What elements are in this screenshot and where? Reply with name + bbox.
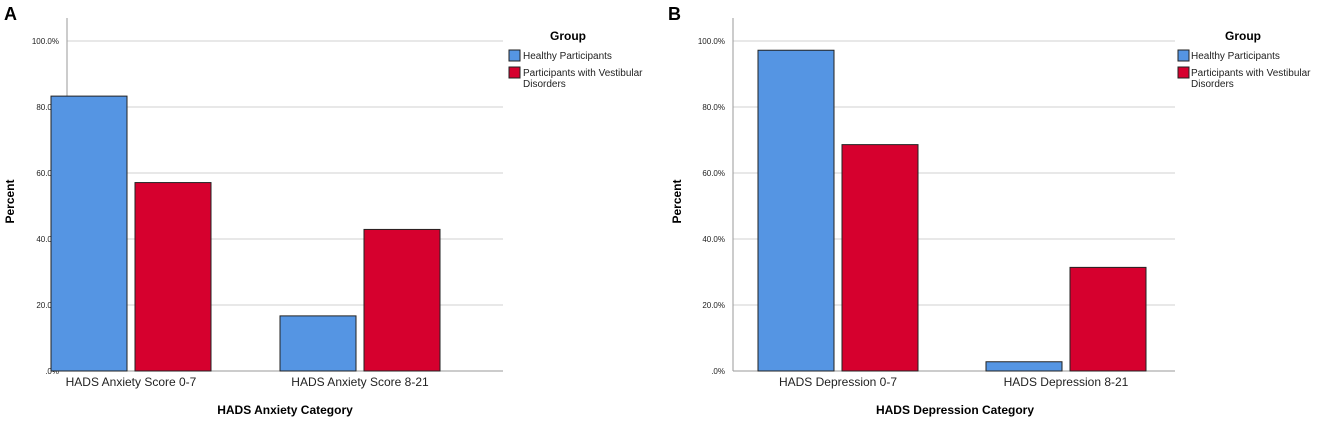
legend-title: Group — [1225, 29, 1261, 43]
y-tick-label: 100.0% — [32, 37, 59, 46]
x-category-label: HADS Depression 8-21 — [1004, 375, 1129, 389]
bar: Healthy Participants — HADS Depression 0… — [757, 49, 835, 372]
legend-title: Group — [550, 29, 586, 43]
bar: Healthy Participants — HADS Anxiety Scor… — [279, 315, 357, 372]
legend-label: Participants with Vestibular Disorders — [1191, 68, 1311, 90]
y-tick-label: 40.0% — [702, 235, 725, 244]
bar: Participants with Vestibular Disorders —… — [841, 144, 919, 372]
bar: Healthy Participants — HADS Anxiety Scor… — [50, 95, 128, 372]
x-category-label: HADS Anxiety Score 8-21 — [291, 375, 429, 389]
x-category-label: HADS Anxiety Score 0-7 — [66, 375, 197, 389]
y-tick-label: 60.0% — [702, 169, 725, 178]
y-tick-label: 20.0% — [36, 301, 59, 310]
bar: Participants with Vestibular Disorders —… — [1069, 266, 1147, 372]
y-tick-label: 80.0% — [702, 103, 725, 112]
chart-panel-b: B .0% 20.0% 40.0% 60.0% 80.0% 100.0% Healthy Pa… — [668, 4, 1311, 417]
x-axis-title: HADS Depression Category — [876, 403, 1034, 417]
y-tick-label: 40.0% — [36, 235, 59, 244]
legend: Group Healthy Participants Participants wi… — [1177, 29, 1311, 90]
y-tick-label: 60.0% — [36, 169, 59, 178]
y-axis-title: Percent — [3, 179, 17, 223]
x-axis-title: HADS Anxiety Category — [217, 403, 353, 417]
x-category-label: HADS Depression 0-7 — [779, 375, 897, 389]
y-tick-label: .0% — [711, 367, 725, 376]
legend-swatch — [508, 49, 521, 62]
panel-letter: A — [4, 4, 17, 24]
y-tick-label: 100.0% — [698, 37, 725, 46]
legend-swatch — [1177, 66, 1190, 79]
legend-swatch — [1177, 49, 1190, 62]
y-tick-label: 20.0% — [702, 301, 725, 310]
y-axis-title: Percent — [670, 179, 684, 223]
legend-label: Participants with Vestibular Disorders — [523, 68, 643, 90]
legend-label: Healthy Participants — [1191, 51, 1280, 62]
bar: Participants with Vestibular Disorders —… — [363, 228, 441, 372]
legend-swatch — [508, 66, 521, 79]
panel-letter: B — [668, 4, 681, 24]
bar: Participants with Vestibular Disorders —… — [134, 182, 212, 372]
y-tick-label: 80.0% — [36, 103, 59, 112]
legend-label: Healthy Participants — [523, 51, 612, 62]
chart-panel-a: A.0%20.0%40.0%60.0%80.0%100.0%Healthy Pa… — [3, 4, 643, 417]
bar: Healthy Participants — HADS Depression 8… — [985, 361, 1063, 372]
legend: Group Healthy Participants Participants wi… — [508, 29, 643, 90]
